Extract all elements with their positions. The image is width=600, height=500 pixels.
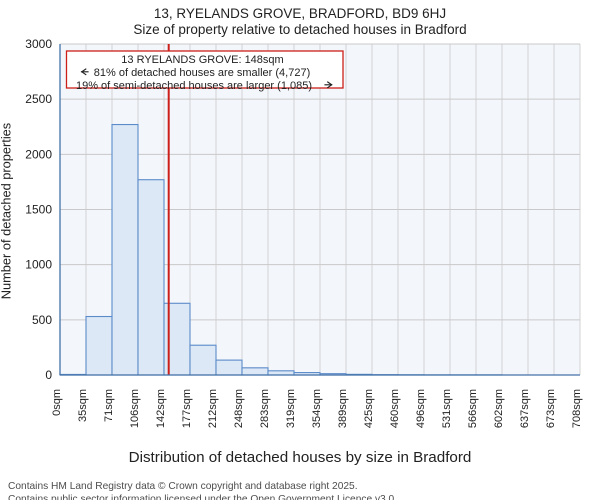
svg-text:460sqm: 460sqm bbox=[389, 389, 401, 428]
svg-text:19% of semi-detached houses ar: 19% of semi-detached houses are larger (… bbox=[76, 80, 312, 92]
svg-text:212sqm: 212sqm bbox=[207, 389, 219, 428]
svg-text:425sqm: 425sqm bbox=[363, 389, 375, 428]
svg-text:500: 500 bbox=[32, 313, 52, 327]
svg-text:566sqm: 566sqm bbox=[467, 389, 479, 428]
svg-text:673sqm: 673sqm bbox=[545, 389, 557, 428]
svg-text:0: 0 bbox=[45, 368, 52, 382]
svg-text:2500: 2500 bbox=[25, 92, 52, 106]
svg-text:602sqm: 602sqm bbox=[493, 389, 505, 428]
svg-text:81% of detached houses are sma: 81% of detached houses are smaller (4,72… bbox=[94, 67, 310, 79]
svg-text:177sqm: 177sqm bbox=[181, 389, 193, 428]
svg-text:2000: 2000 bbox=[25, 147, 52, 161]
svg-text:531sqm: 531sqm bbox=[441, 389, 453, 428]
svg-text:13 RYELANDS GROVE: 148sqm: 13 RYELANDS GROVE: 148sqm bbox=[121, 54, 283, 66]
svg-text:283sqm: 283sqm bbox=[259, 389, 271, 428]
svg-text:142sqm: 142sqm bbox=[155, 389, 167, 428]
svg-text:71sqm: 71sqm bbox=[103, 389, 115, 422]
svg-text:637sqm: 637sqm bbox=[519, 389, 531, 428]
svg-text:389sqm: 389sqm bbox=[337, 389, 349, 428]
svg-text:106sqm: 106sqm bbox=[129, 389, 141, 428]
svg-text:708sqm: 708sqm bbox=[571, 389, 583, 428]
svg-text:319sqm: 319sqm bbox=[285, 389, 297, 428]
svg-text:3000: 3000 bbox=[25, 37, 52, 51]
svg-text:1500: 1500 bbox=[25, 203, 52, 217]
svg-text:354sqm: 354sqm bbox=[311, 389, 323, 428]
svg-text:0sqm: 0sqm bbox=[51, 389, 63, 416]
svg-text:496sqm: 496sqm bbox=[415, 389, 427, 428]
svg-text:1000: 1000 bbox=[25, 258, 52, 272]
svg-text:35sqm: 35sqm bbox=[77, 389, 89, 422]
svg-text:248sqm: 248sqm bbox=[233, 389, 245, 428]
